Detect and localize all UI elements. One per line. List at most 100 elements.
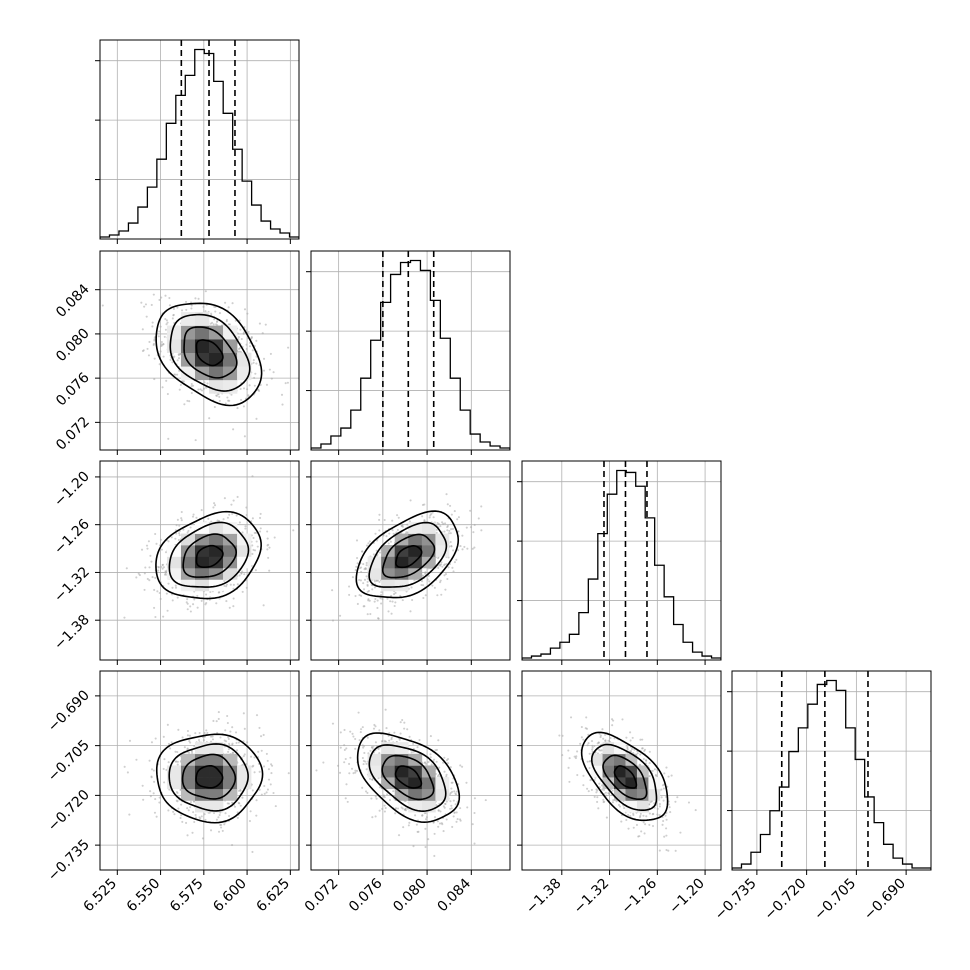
- scatter-point: [361, 726, 364, 729]
- scatter-point: [258, 322, 261, 325]
- scatter-point: [160, 296, 163, 299]
- scatter-point: [182, 380, 185, 383]
- panel-frame: [310, 250, 511, 451]
- density-cell: [180, 567, 196, 580]
- scatter-point: [375, 797, 378, 800]
- scatter-point: [165, 319, 168, 322]
- scatter-point: [268, 546, 271, 549]
- scatter-point: [176, 751, 179, 754]
- contour-2-0-1: [182, 533, 237, 578]
- scatter-point: [480, 529, 483, 532]
- scatter-point: [165, 570, 168, 573]
- scatter-point: [391, 600, 394, 603]
- density-cell: [614, 753, 626, 766]
- scatter-point: [587, 733, 590, 736]
- scatter-point: [206, 731, 209, 735]
- scatter-point: [242, 712, 245, 715]
- scatter-point: [658, 802, 661, 806]
- density-cell: [166, 777, 182, 790]
- scatter-point: [141, 349, 144, 353]
- scatter-point: [160, 340, 163, 344]
- scatter-point: [242, 331, 245, 334]
- scatter-point: [176, 306, 179, 309]
- scatter-point: [251, 475, 254, 478]
- x-tick-label: 0.084: [434, 875, 474, 915]
- scatter-point: [180, 519, 183, 522]
- scatter-point: [225, 600, 228, 603]
- scatter-point: [178, 524, 181, 527]
- scatter-point: [351, 732, 354, 735]
- scatter-point: [365, 768, 368, 771]
- panel-3-0: 6.525 6.550 6.575 6.600 6.625−0.735−0.720−0.…: [45, 670, 300, 915]
- scatter-point: [607, 792, 610, 795]
- scatter-point: [143, 588, 146, 591]
- scatter-point: [397, 834, 401, 837]
- scatter-point: [343, 728, 346, 732]
- scatter-point: [398, 738, 401, 741]
- scatter-point: [178, 534, 181, 537]
- scatter-point: [226, 714, 229, 718]
- scatter-point: [240, 337, 243, 341]
- scatter-point: [441, 521, 444, 524]
- scatter-point: [339, 731, 342, 734]
- scatter-point: [240, 398, 243, 402]
- scatter-point: [667, 775, 670, 778]
- scatter-point: [378, 809, 381, 812]
- x-tick-label: −0.720: [762, 876, 810, 924]
- scatter-point: [219, 736, 222, 739]
- scatter-point: [638, 816, 641, 819]
- scatter-point: [236, 583, 239, 586]
- scatter-point: [641, 738, 644, 741]
- scatter-point: [259, 383, 262, 387]
- scatter-point: [602, 798, 605, 801]
- scatter-point: [160, 565, 163, 569]
- scatter-point: [246, 388, 249, 391]
- scatter-point: [259, 512, 262, 515]
- scatter-point: [651, 824, 655, 828]
- density-cell: [194, 753, 210, 766]
- scatter-point: [180, 517, 183, 520]
- scatter-point: [433, 854, 436, 858]
- scatter-point: [424, 594, 427, 597]
- density-cell: [381, 742, 396, 755]
- scatter-point: [645, 759, 648, 762]
- scatter-point: [440, 593, 443, 596]
- scatter-point: [656, 807, 659, 810]
- scatter-point: [231, 302, 234, 305]
- scatter-point: [661, 823, 664, 826]
- scatter-point: [223, 823, 226, 826]
- contour-2-1-2: [368, 521, 448, 588]
- scatter-point: [369, 612, 372, 616]
- scatter-point: [627, 813, 630, 817]
- scatter-point: [408, 735, 411, 738]
- scatter-point: [374, 532, 377, 535]
- scatter-point: [216, 731, 219, 734]
- scatter-point: [202, 387, 205, 390]
- scatter-point: [218, 814, 221, 817]
- scatter-point: [386, 793, 389, 796]
- scatter-point: [648, 762, 651, 765]
- scatter-point: [640, 830, 643, 833]
- scatter-point: [625, 736, 628, 739]
- scatter-point: [396, 528, 399, 532]
- scatter-point: [159, 597, 162, 601]
- scatter-point: [165, 379, 168, 382]
- scatter-point: [429, 756, 432, 759]
- scatter-point: [164, 572, 167, 576]
- scatter-point: [639, 812, 642, 815]
- scatter-point: [455, 793, 458, 796]
- scatter-point: [244, 525, 247, 528]
- scatter-point: [588, 767, 591, 770]
- scatter-point: [186, 608, 189, 611]
- scatter-point: [200, 599, 203, 602]
- scatter-point: [331, 619, 335, 622]
- contour-3-2-0: [613, 765, 638, 789]
- scatter-point: [437, 566, 440, 569]
- contour-3-0-3: [155, 733, 264, 824]
- scatter-point: [266, 759, 269, 762]
- scatter-point: [422, 584, 425, 587]
- scatter-point: [431, 584, 434, 587]
- scatter-point: [449, 807, 452, 810]
- scatter-point: [217, 816, 220, 819]
